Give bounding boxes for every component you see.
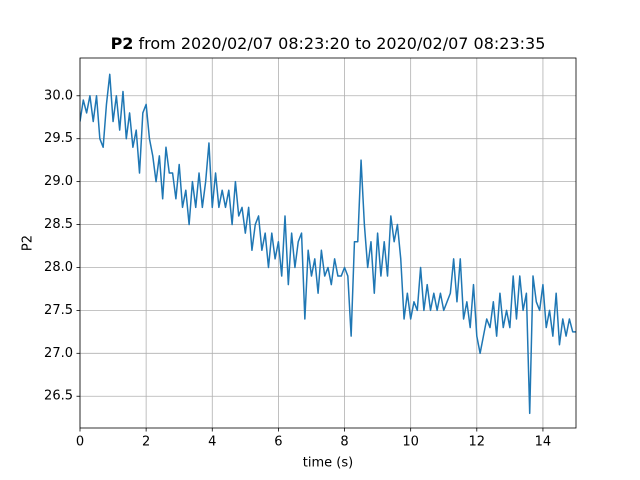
y-tick-label: 29.5: [44, 131, 73, 146]
y-tick-label: 27.5: [44, 303, 73, 318]
x-tick-label: 12: [469, 435, 486, 450]
title-series: P2: [111, 34, 134, 53]
x-tick-label: 6: [274, 435, 282, 450]
y-tick-label: 28.0: [44, 260, 73, 275]
plot-frame: [79, 57, 577, 429]
x-tick-label: 8: [340, 435, 348, 450]
x-tick-label: 14: [535, 435, 552, 450]
x-axis-label: time (s): [303, 456, 353, 471]
chart-title: P2 from 2020/02/07 08:23:20 to 2020/02/0…: [111, 34, 546, 53]
x-tick-label: 0: [76, 435, 84, 450]
y-tick-label: 26.5: [44, 389, 73, 404]
y-tick-label: 28.5: [44, 217, 73, 232]
y-axis-label: P2: [21, 235, 36, 251]
x-tick-label: 2: [142, 435, 150, 450]
x-tick-label: 10: [402, 435, 419, 450]
x-tick-label: 4: [208, 435, 216, 450]
data-line: [80, 73, 576, 415]
y-tick-label: 27.0: [44, 346, 73, 361]
title-range: from 2020/02/07 08:23:20 to 2020/02/07 0…: [139, 34, 546, 53]
y-tick-label: 30.0: [44, 88, 73, 103]
y-tick-label: 29.0: [44, 174, 73, 189]
